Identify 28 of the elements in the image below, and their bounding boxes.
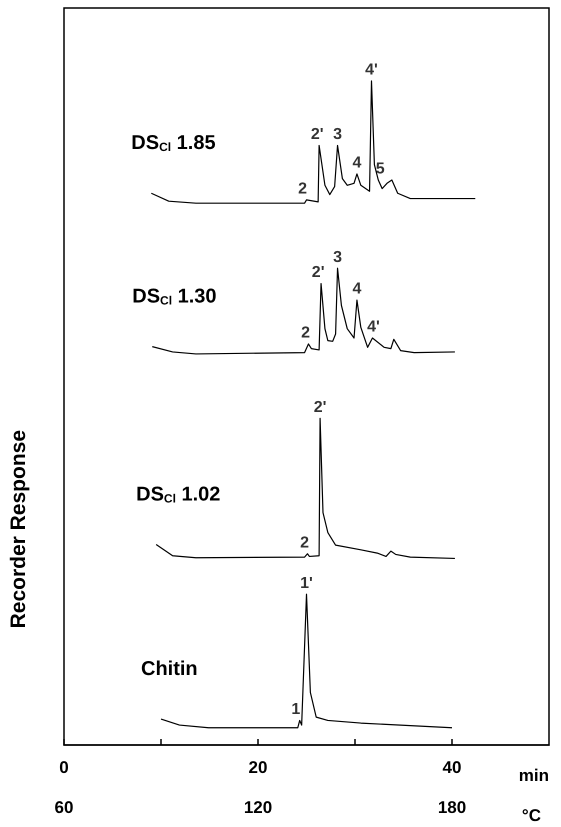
annotation: 2 bbox=[300, 534, 310, 552]
x-tick-label: 40 bbox=[442, 758, 462, 777]
x2-tick-label: 120 bbox=[244, 798, 272, 817]
annotation: 3 bbox=[333, 126, 342, 143]
annotation: 2' bbox=[310, 126, 324, 143]
annotation: 2 bbox=[301, 324, 310, 342]
annotation: 2 bbox=[298, 180, 308, 198]
text: DSCl 1.30 bbox=[132, 286, 217, 308]
annotation: 1' bbox=[300, 574, 313, 592]
y-axis-title: Recorder Response bbox=[7, 430, 30, 628]
x2-tick-label: 180 bbox=[438, 798, 466, 817]
x-tick-label: 0 bbox=[59, 758, 69, 777]
text: DSCl 1.85 bbox=[131, 132, 216, 154]
text: Chitin bbox=[141, 658, 198, 680]
x-tick-label: 20 bbox=[248, 758, 268, 777]
annotation: 3 bbox=[333, 248, 342, 266]
annotation: 2' bbox=[314, 398, 326, 416]
annotation: 4' bbox=[365, 62, 378, 79]
text: DSCl 1.02 bbox=[136, 483, 220, 506]
annotation: 5 bbox=[376, 160, 385, 178]
annotation: 4 bbox=[352, 280, 362, 298]
annotation: 4' bbox=[367, 318, 380, 336]
x2-tick-label: 60 bbox=[54, 798, 74, 817]
annotation: 2' bbox=[312, 264, 324, 282]
annotation: 4 bbox=[352, 154, 362, 172]
annotation: 1 bbox=[291, 700, 300, 718]
x2-axis-title: °C bbox=[522, 806, 542, 825]
x-axis-title: min bbox=[518, 766, 550, 785]
